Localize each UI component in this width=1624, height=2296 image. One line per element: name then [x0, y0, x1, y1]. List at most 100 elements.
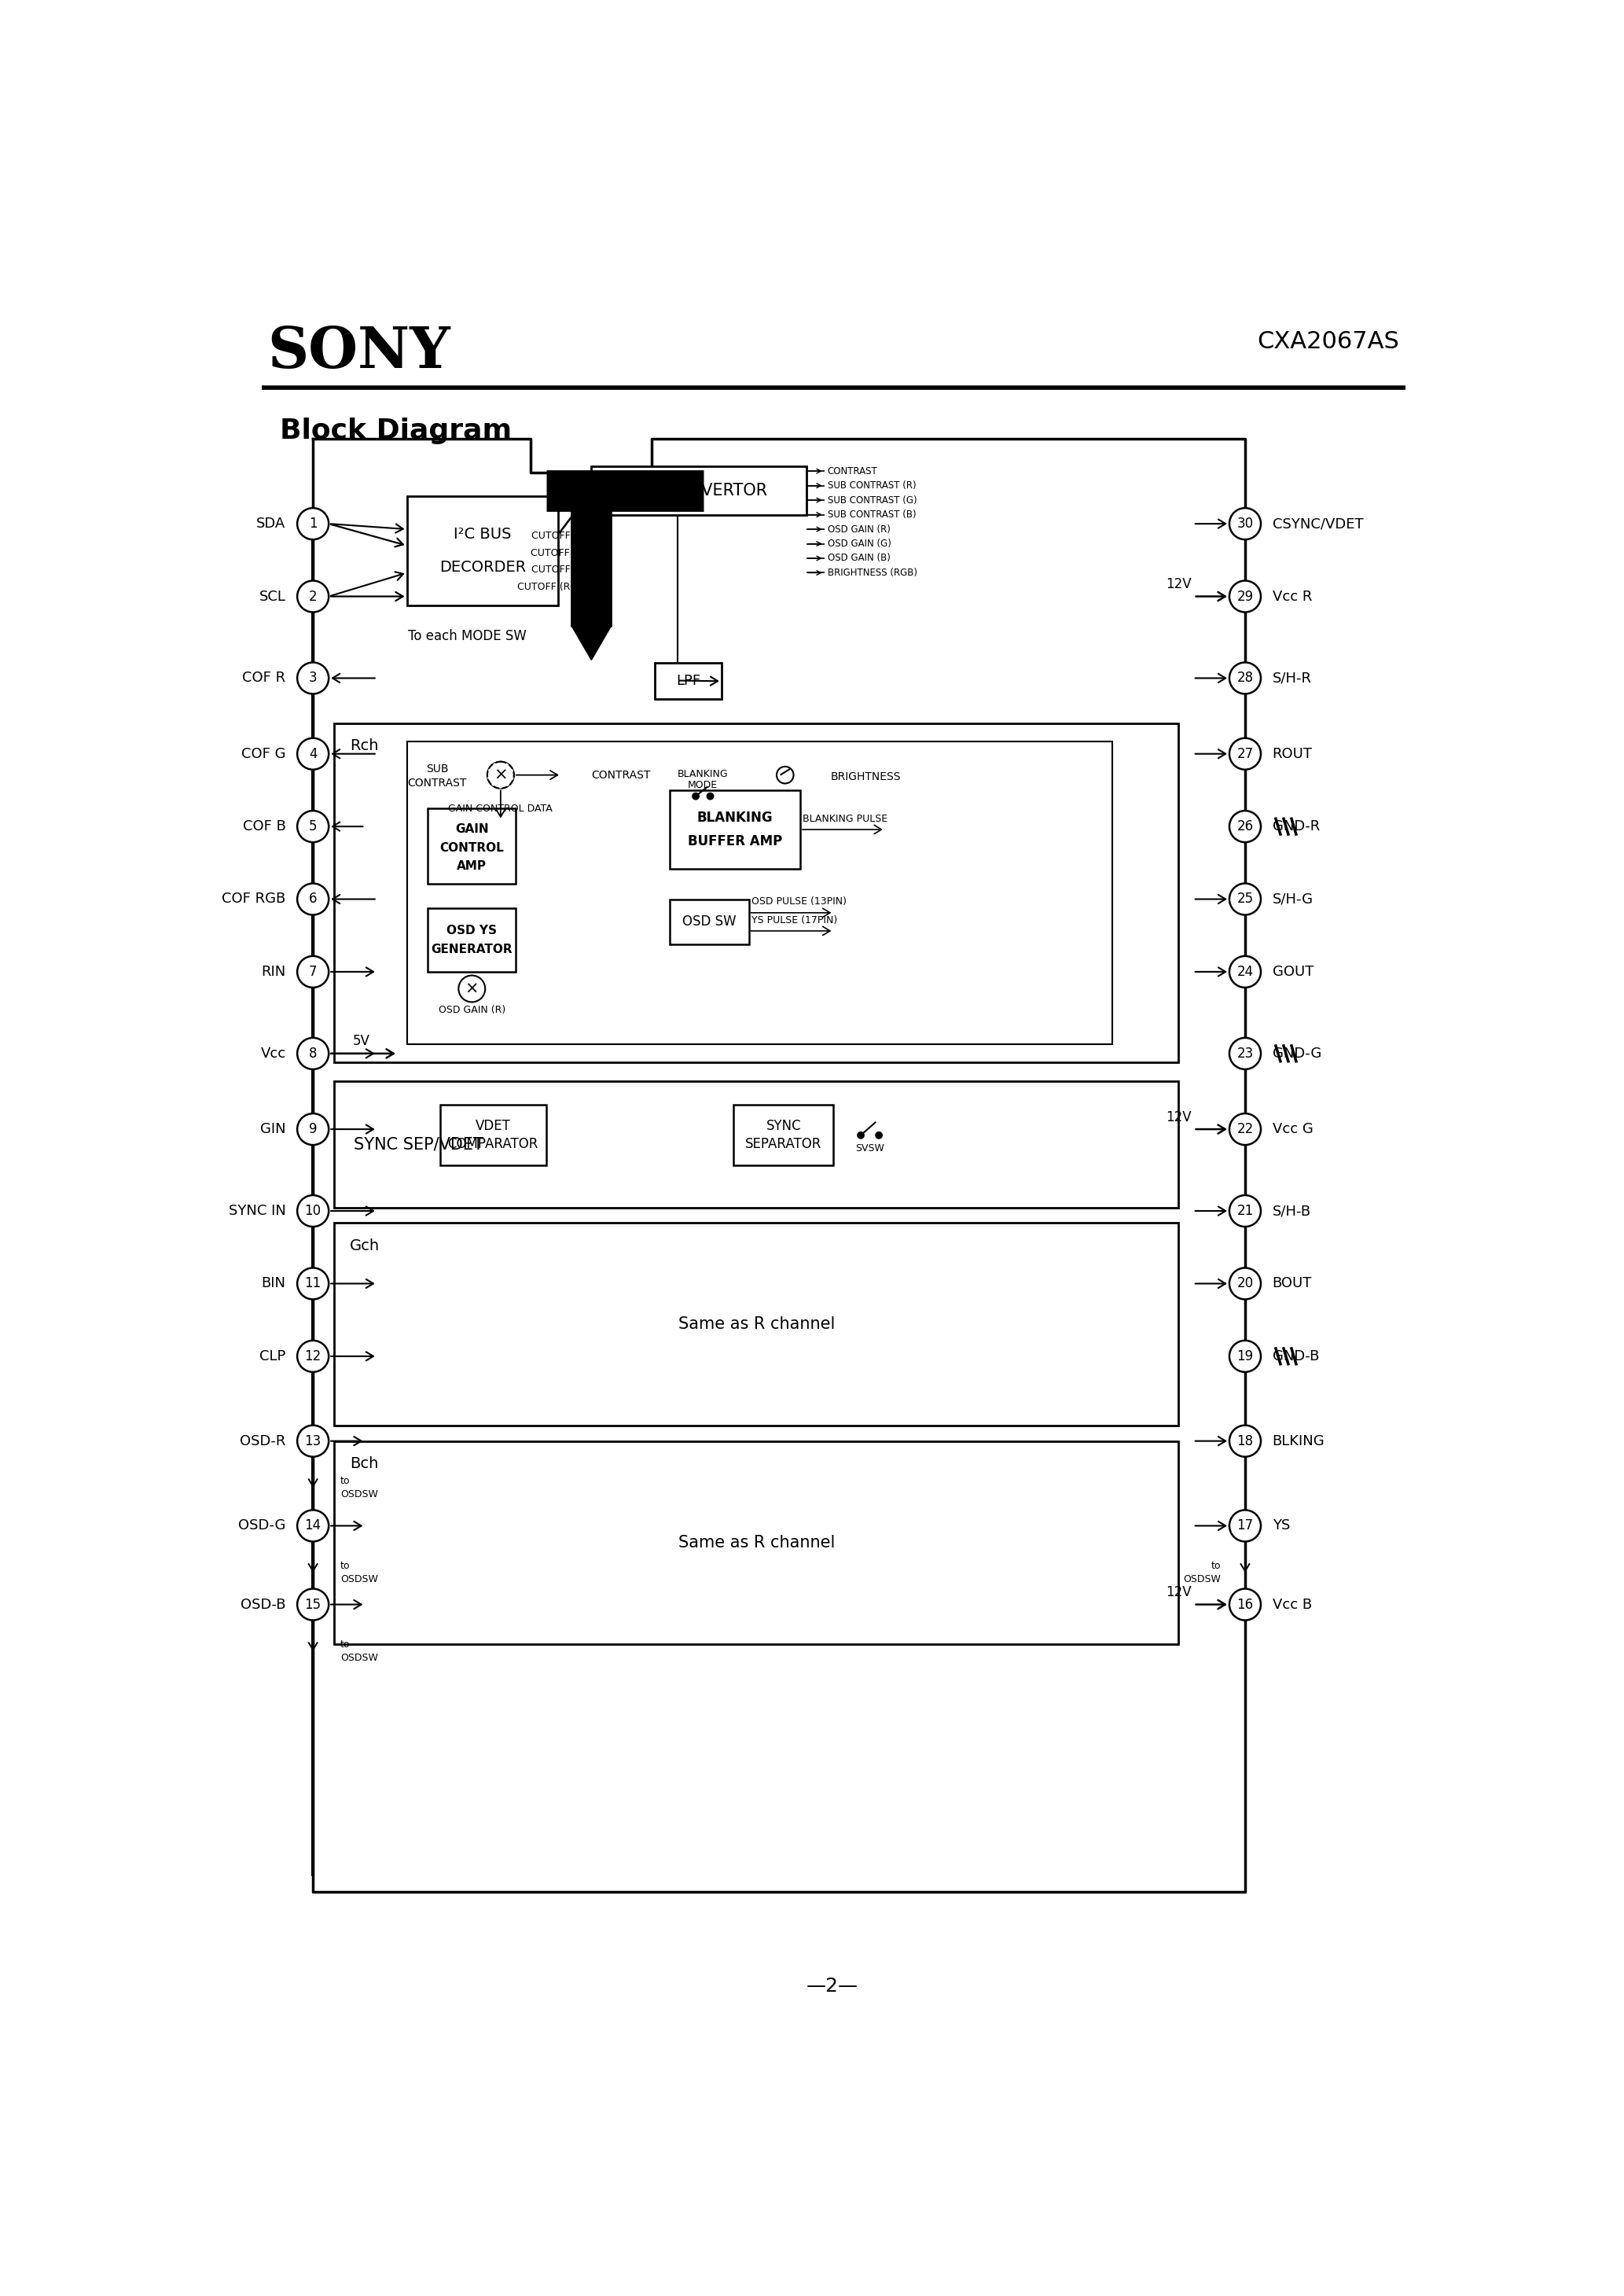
Text: 19: 19 [1237, 1350, 1254, 1364]
Bar [335, 1081, 1179, 1208]
Text: OSD-R: OSD-R [240, 1435, 286, 1449]
Text: OSD SW: OSD SW [682, 914, 736, 930]
Text: Vcc B: Vcc B [1272, 1598, 1312, 1612]
Bar [335, 1224, 1179, 1426]
Text: LPF: LPF [676, 675, 700, 689]
Bar [671, 790, 801, 868]
Circle shape [1229, 507, 1260, 540]
Text: GAIN CONTROL DATA: GAIN CONTROL DATA [448, 804, 552, 813]
Text: COF R: COF R [242, 670, 286, 684]
Text: DECORDER: DECORDER [438, 560, 526, 574]
Circle shape [297, 810, 328, 843]
Text: OSD GAIN (B): OSD GAIN (B) [828, 553, 890, 563]
Text: GENERATOR: GENERATOR [430, 944, 513, 955]
Circle shape [1229, 1341, 1260, 1373]
Text: AMP: AMP [456, 861, 487, 872]
Text: CXA2067AS: CXA2067AS [1257, 331, 1400, 354]
Circle shape [297, 1114, 328, 1146]
Text: to: to [1212, 1561, 1221, 1570]
Circle shape [1229, 1114, 1260, 1146]
Text: OSDSW: OSDSW [339, 1490, 378, 1499]
Text: 24: 24 [1237, 964, 1254, 978]
Text: SYNC SEP/VDET: SYNC SEP/VDET [354, 1137, 484, 1153]
Text: GIN: GIN [260, 1123, 286, 1137]
Text: RIN: RIN [261, 964, 286, 978]
Text: Vcc: Vcc [260, 1047, 286, 1061]
Circle shape [297, 1341, 328, 1373]
Text: SUB CONTRAST (G): SUB CONTRAST (G) [828, 496, 918, 505]
Text: 17: 17 [1237, 1518, 1254, 1534]
Text: COF B: COF B [242, 820, 286, 833]
Text: to: to [339, 1561, 351, 1570]
Circle shape [1229, 1038, 1260, 1070]
Text: COF G: COF G [242, 746, 286, 760]
Text: COMPARATOR: COMPARATOR [448, 1137, 539, 1150]
Text: 12V: 12V [1166, 1584, 1192, 1600]
Text: CONTRAST: CONTRAST [591, 769, 651, 781]
Text: 12V: 12V [1166, 576, 1192, 592]
Text: BOUT: BOUT [1272, 1277, 1312, 1290]
Text: SYNC: SYNC [767, 1118, 801, 1134]
Circle shape [297, 1267, 328, 1300]
Text: YS: YS [1272, 1518, 1289, 1534]
Text: OSD PULSE (13PIN): OSD PULSE (13PIN) [752, 898, 846, 907]
Text: D/A CONVERTOR: D/A CONVERTOR [630, 482, 767, 498]
Text: 5: 5 [309, 820, 317, 833]
Circle shape [776, 767, 794, 783]
Text: ×: × [494, 767, 507, 783]
Text: SYNC IN: SYNC IN [229, 1203, 286, 1217]
Text: CUTOFF (RGB): CUTOFF (RGB) [516, 581, 588, 592]
Circle shape [297, 1038, 328, 1070]
Bar [671, 900, 749, 944]
Circle shape [1229, 737, 1260, 769]
Text: 9: 9 [309, 1123, 317, 1137]
Text: OSD GAIN (R): OSD GAIN (R) [828, 523, 890, 535]
Text: OSD GAIN (R): OSD GAIN (R) [438, 1006, 505, 1015]
Text: ×: × [464, 980, 479, 996]
Text: SUB CONTRAST (R): SUB CONTRAST (R) [828, 480, 916, 491]
Text: to: to [339, 1476, 351, 1486]
Text: 23: 23 [1237, 1047, 1254, 1061]
Text: Rch: Rch [351, 739, 378, 753]
Text: Same as R channel: Same as R channel [677, 1534, 835, 1550]
Text: OSDSW: OSDSW [1184, 1575, 1221, 1584]
Text: CONTROL: CONTROL [440, 843, 503, 854]
Text: BLANKING PULSE: BLANKING PULSE [802, 813, 888, 824]
Text: CONTRAST: CONTRAST [828, 466, 877, 475]
Text: Same as R channel: Same as R channel [677, 1316, 835, 1332]
Text: 6: 6 [309, 893, 317, 907]
Text: 14: 14 [305, 1518, 322, 1534]
Text: Vcc G: Vcc G [1272, 1123, 1314, 1137]
Text: OSDSW: OSDSW [339, 1575, 378, 1584]
Text: BRIGHTNESS (RGB): BRIGHTNESS (RGB) [828, 567, 918, 579]
Text: 15: 15 [305, 1598, 322, 1612]
Circle shape [297, 1589, 328, 1621]
Text: —2—: —2— [807, 1977, 857, 1995]
Polygon shape [572, 627, 611, 659]
Text: to: to [339, 1639, 351, 1649]
Text: 28: 28 [1237, 670, 1254, 684]
Circle shape [297, 1196, 328, 1226]
Circle shape [875, 1132, 882, 1139]
Circle shape [458, 976, 486, 1001]
Circle shape [1229, 664, 1260, 693]
Text: 16: 16 [1237, 1598, 1254, 1612]
Text: S/H-B: S/H-B [1272, 1203, 1311, 1217]
Circle shape [487, 762, 513, 788]
Text: I²C BUS: I²C BUS [453, 528, 512, 542]
Text: CLP: CLP [260, 1350, 286, 1364]
Text: ROUT: ROUT [1272, 746, 1312, 760]
Text: 18: 18 [1237, 1435, 1254, 1449]
Bar [429, 808, 516, 884]
Bar [440, 1104, 546, 1166]
Text: S/H-G: S/H-G [1272, 893, 1314, 907]
Text: Block Diagram: Block Diagram [279, 418, 512, 445]
Text: CUTOFF (G): CUTOFF (G) [531, 549, 588, 558]
Text: 2: 2 [309, 590, 317, 604]
Text: 22: 22 [1237, 1123, 1254, 1137]
Text: GOUT: GOUT [1272, 964, 1314, 978]
Text: 1: 1 [309, 517, 317, 530]
Circle shape [297, 581, 328, 613]
Text: 27: 27 [1237, 746, 1254, 760]
Text: BLANKING: BLANKING [677, 769, 728, 781]
